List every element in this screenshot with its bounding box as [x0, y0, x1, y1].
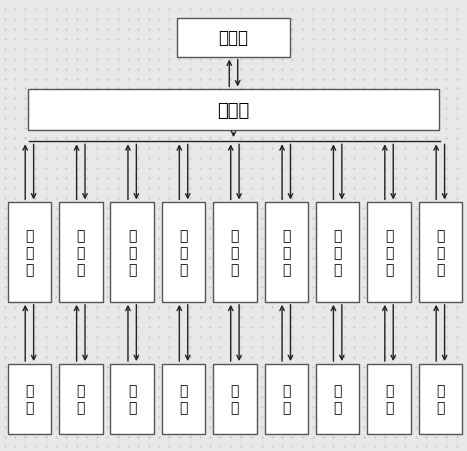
Bar [264, 203, 308, 302]
Text: 产
品: 产 品 [179, 383, 188, 415]
Bar [316, 203, 360, 302]
Text: 上位机: 上位机 [219, 29, 248, 47]
Text: 产
品: 产 品 [77, 383, 85, 415]
Bar [59, 203, 103, 302]
Text: 测
试
板: 测 试 板 [385, 228, 393, 277]
Bar [213, 203, 257, 302]
Bar [213, 364, 257, 434]
Bar [28, 90, 439, 131]
Bar [111, 203, 154, 302]
Text: 产
品: 产 品 [385, 383, 393, 415]
Text: 产
品: 产 品 [333, 383, 342, 415]
Text: 产
品: 产 品 [282, 383, 290, 415]
Bar [264, 364, 308, 434]
Bar [177, 19, 290, 57]
Bar [162, 364, 205, 434]
Text: 产
品: 产 品 [25, 383, 34, 415]
Bar [419, 364, 462, 434]
Text: 主控板: 主控板 [217, 101, 250, 120]
Bar [316, 364, 360, 434]
Bar [7, 203, 51, 302]
Text: 测
试
板: 测 试 板 [436, 228, 445, 277]
Bar [419, 203, 462, 302]
Text: 测
试
板: 测 试 板 [179, 228, 188, 277]
Text: 测
试
板: 测 试 板 [231, 228, 239, 277]
Bar [368, 364, 411, 434]
Bar [111, 364, 154, 434]
Text: 测
试
板: 测 试 板 [77, 228, 85, 277]
Text: 产
品: 产 品 [231, 383, 239, 415]
Text: 测
试
板: 测 试 板 [25, 228, 34, 277]
Bar [59, 364, 103, 434]
Text: 测
试
板: 测 试 板 [333, 228, 342, 277]
Bar [162, 203, 205, 302]
Text: 产
品: 产 品 [436, 383, 445, 415]
Bar [7, 364, 51, 434]
Text: 测
试
板: 测 试 板 [282, 228, 290, 277]
Text: 测
试
板: 测 试 板 [128, 228, 136, 277]
Text: 产
品: 产 品 [128, 383, 136, 415]
Bar [368, 203, 411, 302]
